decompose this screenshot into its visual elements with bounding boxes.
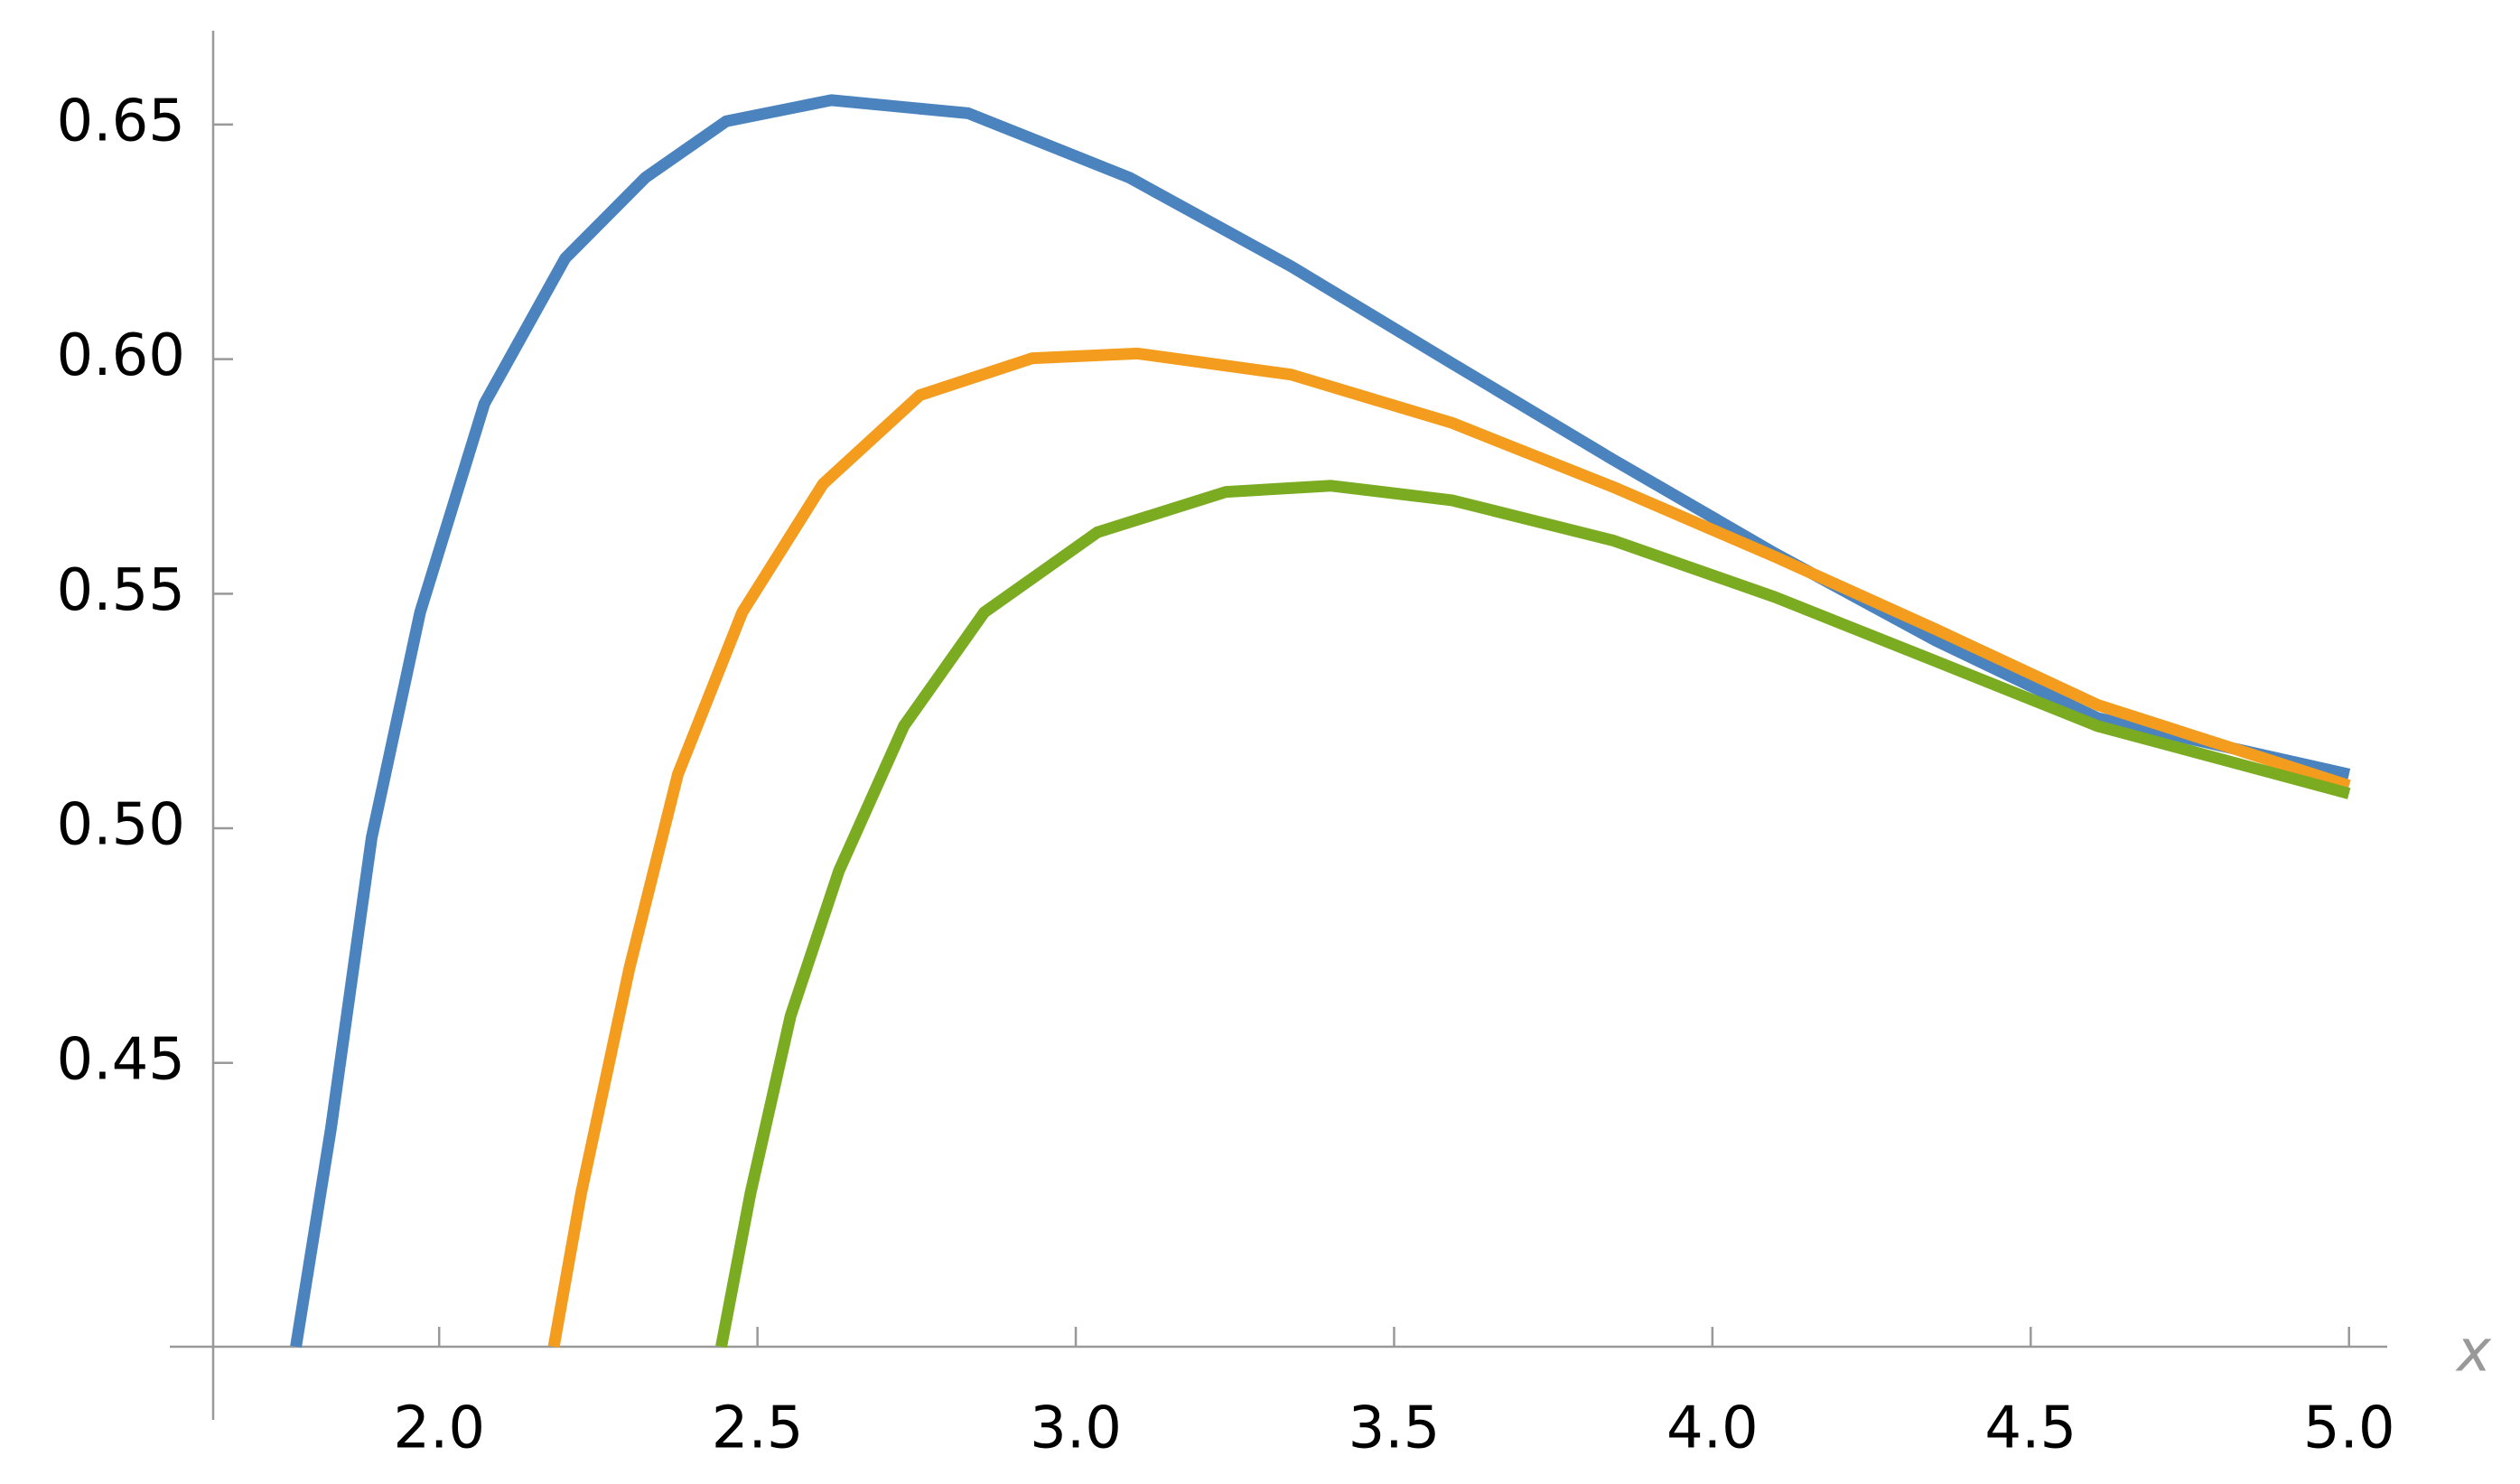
- y-tick-label: 0.45: [57, 1026, 186, 1093]
- y-tick-label: 0.65: [57, 88, 186, 154]
- y-tick-label: 0.55: [57, 557, 186, 624]
- line-series: [547, 347, 2351, 1348]
- x-tick-label: 4.5: [1984, 1395, 2077, 1462]
- x-tick-label: 4.0: [1666, 1395, 1759, 1462]
- y-tick-label: 0.50: [57, 792, 186, 859]
- line-series: [715, 480, 2351, 1348]
- x-tick-label: 2.0: [393, 1395, 485, 1462]
- x-axis-label: x: [2455, 1319, 2492, 1386]
- plot-area: [290, 94, 2351, 1348]
- x-tick-label: 3.0: [1030, 1395, 1122, 1462]
- x-tick-label: 2.5: [712, 1395, 804, 1462]
- x-tick-label: 3.5: [1349, 1395, 1441, 1462]
- x-tick-label: 5.0: [2303, 1395, 2395, 1462]
- line-series: [290, 94, 2351, 1348]
- y-tick-label: 0.60: [57, 322, 186, 389]
